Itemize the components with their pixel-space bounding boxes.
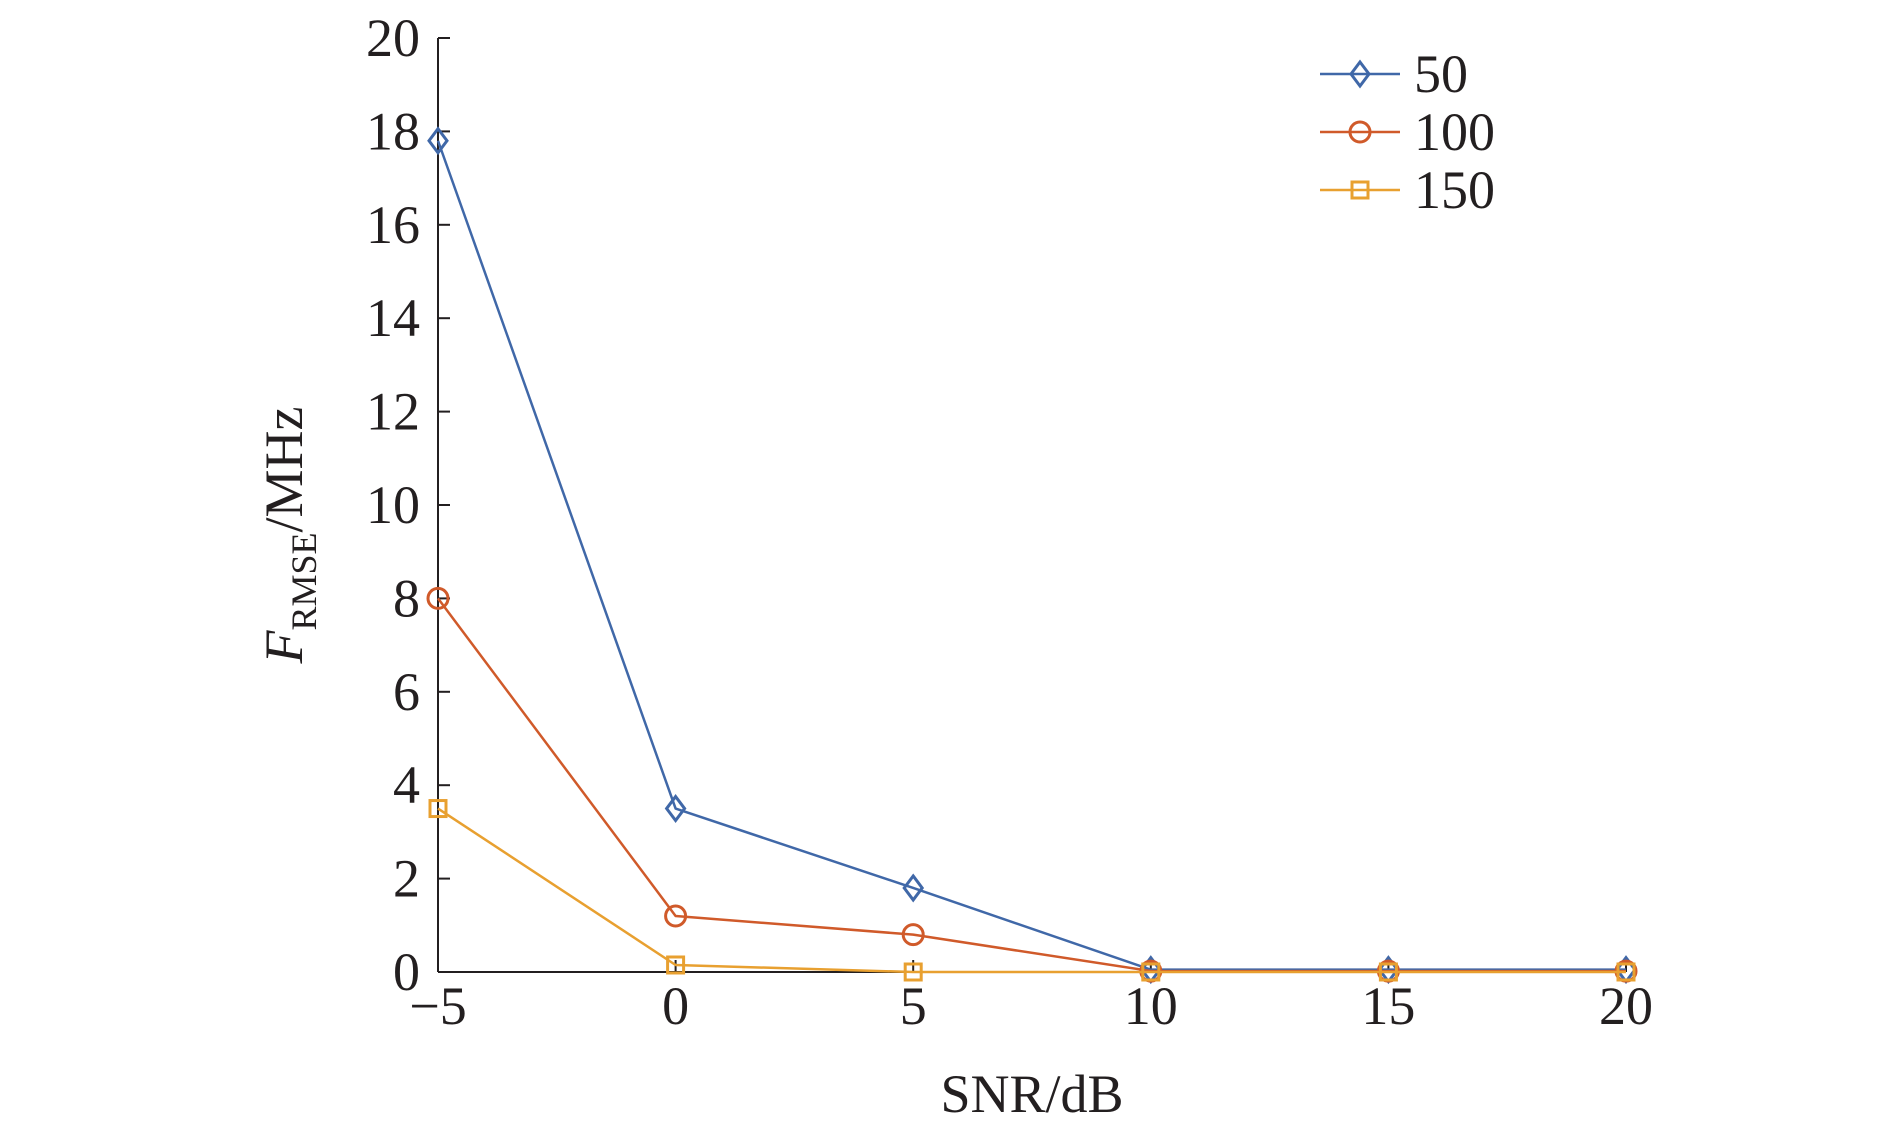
x-axis-title: SNR/dB — [940, 1064, 1123, 1124]
y-axis-title-unit: /MHz — [254, 406, 314, 532]
series-layer — [426, 126, 1638, 985]
y-tick-label: 18 — [366, 101, 420, 161]
y-tick-label: 12 — [366, 382, 420, 442]
x-tick-label: 15 — [1361, 976, 1415, 1036]
y-tick-label: 10 — [366, 475, 420, 535]
legend-item-50: 50 — [1320, 44, 1468, 104]
legend-marker-150 — [1350, 180, 1370, 200]
data-point-150 — [1616, 962, 1636, 982]
data-point-100 — [426, 586, 450, 610]
y-tick-label: 14 — [366, 288, 420, 348]
x-tick-label: 5 — [900, 976, 927, 1036]
y-tick-label: 16 — [366, 195, 420, 255]
series-line-50 — [436, 140, 1626, 971]
data-point-50 — [902, 873, 925, 903]
legend-item-150: 150 — [1320, 160, 1495, 220]
y-tick-label: 8 — [393, 568, 420, 628]
y-tick-label: 20 — [366, 8, 420, 68]
legend-label-50: 50 — [1414, 44, 1468, 104]
legend-label-150: 150 — [1414, 160, 1495, 220]
data-point-100 — [664, 904, 688, 928]
legend-label-100: 100 — [1414, 102, 1495, 162]
data-point-150 — [1141, 962, 1161, 982]
x-tick-label: 0 — [662, 976, 689, 1036]
data-point-150 — [428, 799, 448, 819]
y-tick-label: 4 — [393, 755, 420, 815]
data-point-150 — [666, 955, 686, 975]
legend-item-100: 100 — [1320, 102, 1495, 162]
x-tick-label: −5 — [409, 976, 466, 1036]
data-point-50 — [427, 126, 449, 156]
series-50 — [427, 126, 1637, 985]
y-axis-title-main: F — [254, 630, 314, 665]
series-line-150 — [437, 807, 1626, 974]
data-point-50 — [664, 794, 687, 824]
legend-marker-50 — [1349, 59, 1371, 89]
y-ticks: 0 2 4 6 8 10 12 14 16 18 20 — [366, 8, 450, 1002]
legend-marker-100 — [1348, 120, 1372, 144]
data-point-100 — [901, 923, 925, 947]
series-line-100 — [436, 597, 1626, 973]
data-point-150 — [1378, 962, 1398, 982]
y-axis-title: FRMSE/MHz — [254, 406, 324, 664]
y-tick-label: 6 — [393, 662, 420, 722]
x-tick-label: 10 — [1124, 976, 1178, 1036]
data-point-150 — [903, 962, 923, 982]
y-tick-label: 0 — [393, 942, 420, 1002]
x-tick-label: 20 — [1599, 976, 1653, 1036]
series-150 — [428, 799, 1636, 982]
y-tick-label: 2 — [393, 849, 420, 909]
y-axis-title-subscript: RMSE — [284, 532, 324, 630]
